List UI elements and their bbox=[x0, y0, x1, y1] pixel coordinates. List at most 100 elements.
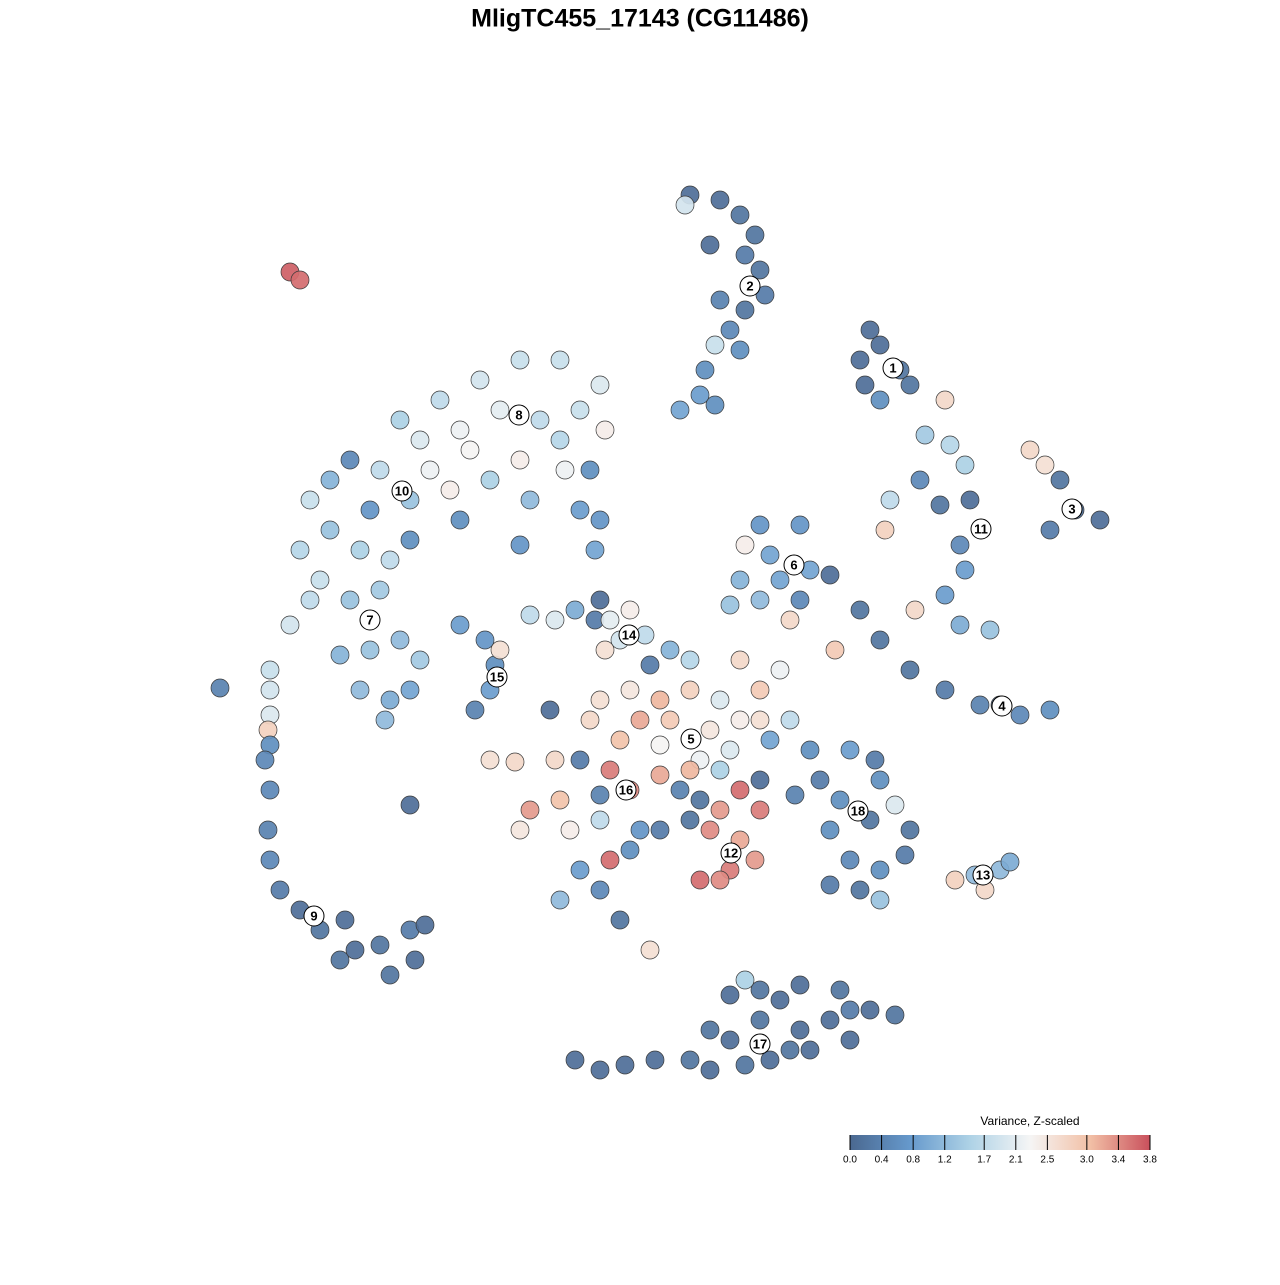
colorbar-tick-label: 3.4 bbox=[1111, 1155, 1125, 1166]
cluster-badge bbox=[882, 357, 904, 379]
point bbox=[885, 795, 905, 815]
point bbox=[755, 285, 775, 305]
point bbox=[590, 375, 610, 395]
point bbox=[720, 595, 740, 615]
point bbox=[880, 490, 900, 510]
point bbox=[360, 640, 380, 660]
point bbox=[730, 205, 750, 225]
point bbox=[710, 800, 730, 820]
point bbox=[620, 600, 640, 620]
point bbox=[645, 1050, 665, 1070]
point bbox=[840, 1000, 860, 1020]
point bbox=[720, 1030, 740, 1050]
point bbox=[630, 820, 650, 840]
point bbox=[370, 935, 390, 955]
point bbox=[810, 770, 830, 790]
point bbox=[590, 810, 610, 830]
cluster-badge bbox=[739, 275, 761, 297]
point bbox=[590, 880, 610, 900]
cluster-badge bbox=[972, 864, 994, 886]
point bbox=[595, 420, 615, 440]
colorbar-tick-label: 2.5 bbox=[1040, 1155, 1054, 1166]
cluster-label: 1 bbox=[889, 360, 896, 375]
point bbox=[700, 720, 720, 740]
point bbox=[260, 660, 280, 680]
point bbox=[580, 460, 600, 480]
point bbox=[860, 320, 880, 340]
point bbox=[490, 400, 510, 420]
point bbox=[745, 225, 765, 245]
cluster-badge bbox=[680, 728, 702, 750]
point bbox=[510, 820, 530, 840]
point bbox=[405, 950, 425, 970]
point bbox=[210, 678, 230, 698]
point bbox=[640, 655, 660, 675]
point bbox=[340, 450, 360, 470]
point bbox=[790, 515, 810, 535]
cluster-label: 8 bbox=[515, 407, 522, 422]
point bbox=[590, 1060, 610, 1080]
cluster-label: 2 bbox=[746, 278, 753, 293]
point bbox=[950, 615, 970, 635]
point bbox=[855, 375, 875, 395]
colorbar-title: Variance, Z-scaled bbox=[980, 1114, 1079, 1128]
point bbox=[895, 845, 915, 865]
cluster-label: 3 bbox=[1068, 501, 1075, 516]
point bbox=[615, 1055, 635, 1075]
point bbox=[950, 535, 970, 555]
point bbox=[820, 1010, 840, 1030]
point bbox=[470, 370, 490, 390]
point bbox=[680, 650, 700, 670]
point bbox=[580, 710, 600, 730]
point bbox=[660, 640, 680, 660]
point bbox=[1010, 705, 1030, 725]
point bbox=[735, 535, 755, 555]
point bbox=[590, 785, 610, 805]
point bbox=[935, 680, 955, 700]
point bbox=[550, 430, 570, 450]
point bbox=[480, 750, 500, 770]
point bbox=[870, 335, 890, 355]
cluster-badge bbox=[783, 554, 805, 576]
colorbar-tick-label: 3.8 bbox=[1143, 1155, 1157, 1166]
point bbox=[350, 540, 370, 560]
point bbox=[695, 360, 715, 380]
point bbox=[750, 1010, 770, 1030]
point bbox=[760, 1050, 780, 1070]
point bbox=[255, 750, 275, 770]
point bbox=[350, 680, 370, 700]
point bbox=[650, 765, 670, 785]
point bbox=[260, 780, 280, 800]
point bbox=[680, 680, 700, 700]
point bbox=[300, 490, 320, 510]
point bbox=[480, 470, 500, 490]
point bbox=[400, 795, 420, 815]
cluster-badge bbox=[508, 404, 530, 426]
point bbox=[380, 965, 400, 985]
point bbox=[410, 650, 430, 670]
point bbox=[840, 740, 860, 760]
point bbox=[320, 520, 340, 540]
cluster-label: 18 bbox=[851, 803, 865, 818]
point bbox=[780, 1040, 800, 1060]
cluster-badge bbox=[391, 480, 413, 502]
point bbox=[955, 455, 975, 475]
point bbox=[360, 500, 380, 520]
point bbox=[730, 650, 750, 670]
point bbox=[720, 320, 740, 340]
point bbox=[370, 580, 390, 600]
point bbox=[450, 420, 470, 440]
point bbox=[940, 435, 960, 455]
point bbox=[565, 1050, 585, 1070]
point bbox=[980, 620, 1000, 640]
point bbox=[420, 460, 440, 480]
point bbox=[510, 535, 530, 555]
point bbox=[370, 460, 390, 480]
point bbox=[900, 375, 920, 395]
point bbox=[570, 750, 590, 770]
point bbox=[680, 760, 700, 780]
point bbox=[900, 660, 920, 680]
point bbox=[335, 910, 355, 930]
point bbox=[670, 400, 690, 420]
point bbox=[700, 1060, 720, 1080]
